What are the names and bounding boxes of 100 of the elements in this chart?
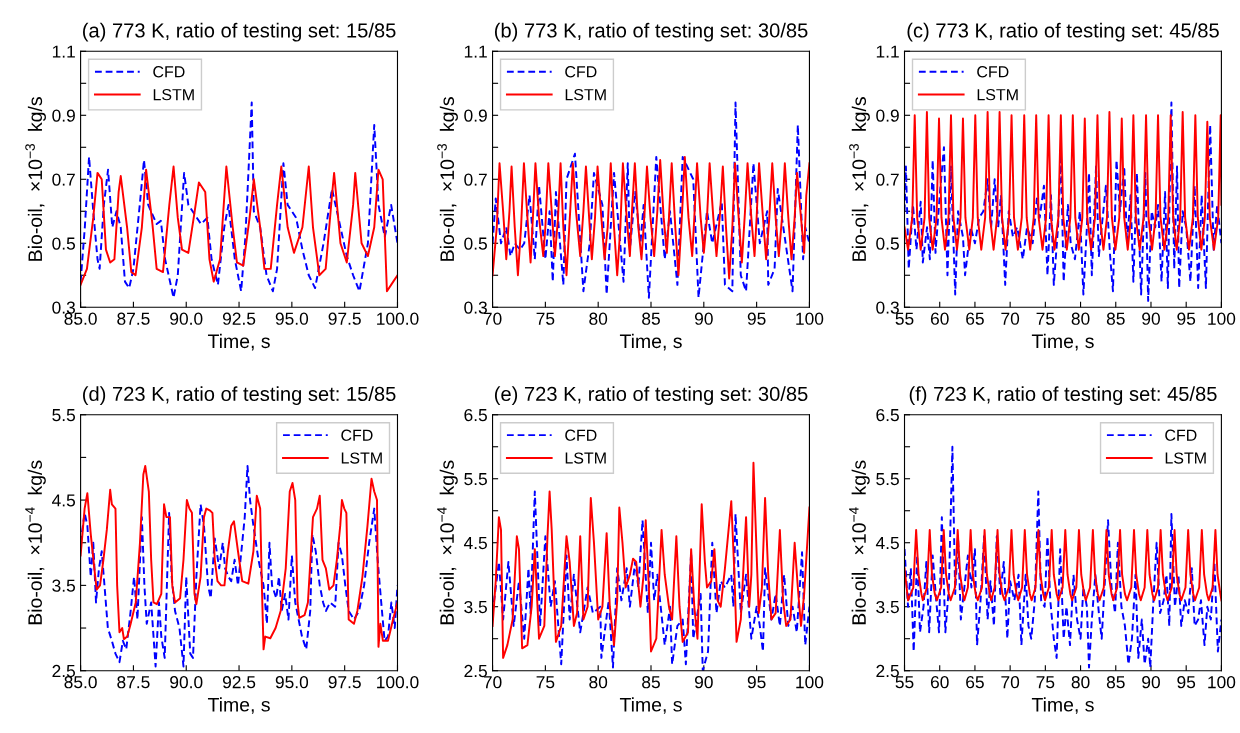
y-axis-title: Bio-oil, ×10$^{−3}$ kg/s: [849, 97, 870, 261]
legend-label: LSTM: [341, 452, 382, 464]
x-tick-label: 100: [796, 676, 824, 689]
x-tick-label: 80: [589, 676, 608, 689]
y-tick-label: 0.3: [464, 301, 487, 314]
y-tick-label: 2.5: [876, 664, 899, 678]
y-tick-label: 0.9: [52, 109, 75, 122]
x-tick-label: 97.5: [328, 676, 361, 689]
x-tick-label: 95.0: [275, 676, 309, 689]
legend-label: CFD: [341, 429, 373, 441]
x-tick-label: 65: [966, 312, 984, 325]
line-series: [492, 155, 810, 280]
x-axis-title: Time, s: [1031, 697, 1094, 714]
y-tick-label: 0.5: [52, 237, 76, 250]
y-tick-label: 2.5: [52, 664, 76, 678]
x-tick-label: 60: [930, 312, 949, 325]
y-tick-label: 0.9: [464, 109, 487, 122]
chart-title: (f) 723 K, ratio of testing set: 45/85: [909, 386, 1217, 406]
y-tick-label: 3.5: [876, 600, 899, 614]
chart-title: (e) 723 K, ratio of testing set: 30/85: [494, 386, 808, 406]
x-tick-label: 55: [895, 312, 914, 325]
x-tick-label: 95: [1177, 676, 1196, 689]
x-tick-label: 85: [642, 312, 660, 325]
x-tick-label: 92.5: [222, 312, 256, 325]
y-tick-label: 0.7: [464, 173, 487, 186]
y-tick-label: 5.5: [464, 473, 487, 486]
x-tick-label: 75: [536, 676, 555, 689]
x-tick-label: 70: [1001, 676, 1020, 689]
legend-label: LSTM: [565, 88, 606, 101]
x-tick-label: 100.0: [377, 312, 419, 325]
y-tick-label: 1.1: [876, 45, 899, 58]
x-tick-label: 87.5: [117, 676, 150, 689]
chart-title: (d) 723 K, ratio of testing set: 15/85: [83, 386, 396, 406]
x-tick-label: 100: [1208, 676, 1236, 689]
legend-label: CFD: [977, 66, 1009, 78]
x-tick-label: 80: [1071, 676, 1090, 689]
legend-label: CFD: [1165, 429, 1197, 441]
y-tick-label: 0.7: [876, 173, 899, 186]
x-tick-label: 100.0: [377, 676, 419, 689]
y-tick-label: 4.5: [875, 537, 899, 550]
x-tick-label: 95: [1177, 312, 1196, 325]
line-series: [904, 101, 1222, 302]
x-tick-label: 90: [1142, 676, 1160, 689]
legend-label: LSTM: [565, 452, 606, 464]
y-tick-label: 4.5: [52, 494, 76, 507]
y-tick-label: 0.5: [876, 237, 899, 250]
x-tick-label: 90.0: [170, 676, 203, 689]
legend-label: LSTM: [1165, 452, 1206, 464]
y-tick-label: 5.5: [52, 409, 76, 422]
y-axis-title: Bio-oil, ×10$^{−3}$ kg/s: [437, 97, 458, 261]
y-tick-label: 6.5: [876, 408, 899, 422]
x-tick-label: 95: [747, 676, 766, 689]
x-tick-label: 55: [895, 676, 914, 689]
y-tick-label: 6.5: [464, 408, 487, 422]
y-tick-label: 5.5: [876, 473, 899, 486]
x-tick-label: 60: [930, 676, 949, 689]
y-tick-label: 4.5: [463, 537, 487, 550]
x-tick-label: 85: [642, 676, 660, 689]
x-tick-label: 90.0: [170, 312, 203, 325]
line-series: [80, 165, 398, 293]
x-tick-label: 70: [483, 676, 502, 689]
x-tick-label: 90: [1142, 312, 1160, 325]
legend-label: CFD: [153, 66, 185, 78]
x-tick-label: 100: [796, 312, 824, 325]
x-tick-label: 85.0: [64, 676, 97, 689]
x-tick-label: 90: [694, 312, 713, 325]
x-tick-label: 92.5: [222, 676, 256, 689]
x-tick-label: 85: [1106, 312, 1125, 325]
x-tick-label: 80: [589, 312, 608, 325]
y-tick-label: 3.5: [52, 579, 76, 592]
legend-label: LSTM: [153, 88, 194, 101]
chart-title: (b) 773 K, ratio of testing set: 30/85: [494, 22, 808, 42]
y-axis-title: Bio-oil, ×10$^{−4}$ kg/s: [849, 460, 870, 625]
x-axis-title: Time, s: [207, 333, 270, 351]
y-tick-label: 0.3: [52, 301, 75, 314]
x-axis-title: Time, s: [619, 697, 682, 714]
x-tick-label: 97.5: [328, 312, 361, 325]
x-tick-label: 70: [483, 312, 502, 325]
y-tick-label: 0.7: [52, 173, 75, 186]
legend-label: CFD: [565, 429, 597, 441]
x-tick-label: 95.0: [275, 312, 309, 325]
x-tick-label: 100: [1208, 312, 1236, 325]
x-tick-label: 85: [1106, 676, 1125, 689]
y-tick-label: 0.3: [876, 301, 899, 314]
x-axis-title: Time, s: [1031, 333, 1094, 351]
y-axis-title: Bio-oil, ×10$^{−4}$ kg/s: [437, 460, 458, 625]
legend-label: CFD: [565, 66, 597, 78]
x-axis-title: Time, s: [207, 697, 270, 714]
x-tick-label: 75: [1036, 312, 1055, 325]
x-tick-label: 95: [747, 312, 766, 325]
x-tick-label: 75: [1036, 676, 1055, 689]
y-tick-label: 2.5: [464, 664, 487, 678]
line-series: [904, 528, 1222, 602]
x-tick-label: 65: [966, 676, 984, 689]
x-tick-label: 85.0: [64, 312, 97, 325]
chart-title: (c) 773 K, ratio of testing set: 45/85: [907, 22, 1219, 42]
y-tick-label: 1.1: [52, 45, 75, 58]
legend-label: LSTM: [977, 88, 1018, 101]
y-tick-label: 3.5: [464, 600, 487, 614]
chart-title: (a) 773 K, ratio of testing set: 15/85: [83, 22, 396, 42]
